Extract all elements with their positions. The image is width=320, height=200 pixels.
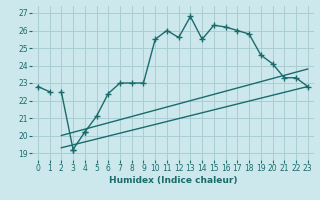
X-axis label: Humidex (Indice chaleur): Humidex (Indice chaleur): [108, 176, 237, 185]
